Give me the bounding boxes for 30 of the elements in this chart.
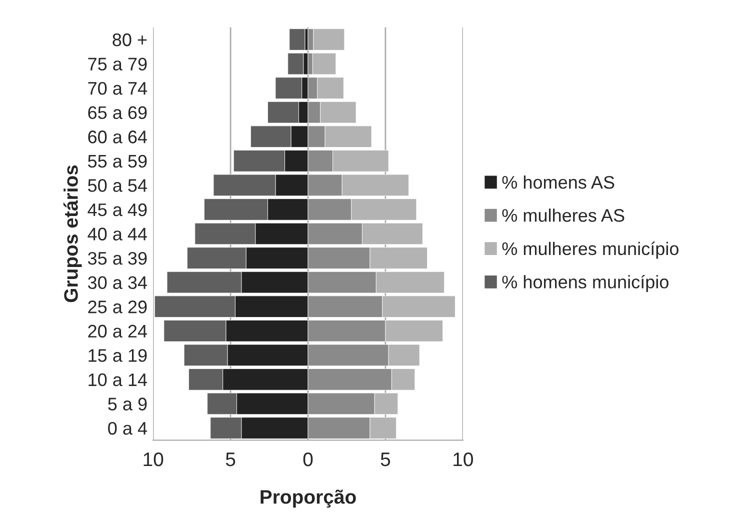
y-tick-label: 30 a 34 — [88, 276, 148, 290]
x-tick-label: 10 — [454, 452, 473, 466]
y-tick-label: 35 a 39 — [88, 252, 147, 265]
y-tick-label: 45 a 49 — [88, 203, 147, 216]
x-tick-label: 5 — [226, 452, 236, 466]
legend-label: % mulheres município — [502, 242, 678, 259]
y-tick-label: 70 a 74 — [88, 82, 148, 95]
y-axis-title: Grupos etários — [63, 165, 82, 302]
x-tick-label: 10 — [144, 452, 164, 466]
y-tick-label: 65 a 69 — [88, 106, 147, 120]
y-tick-label: 50 a 54 — [88, 179, 148, 192]
y-tick-label: 60 a 64 — [88, 130, 148, 144]
y-tick-label: 0 a 4 — [108, 422, 148, 435]
y-tick-label: 5 a 9 — [108, 398, 147, 410]
legend-label: % homens AS — [502, 176, 614, 189]
y-tick-label: 75 a 79 — [88, 58, 147, 70]
y-tick-label: 80 + — [112, 33, 147, 46]
y-tick-label: 40 a 44 — [88, 228, 148, 240]
bar — [289, 28, 306, 50]
y-tick-label: 25 a 29 — [88, 300, 147, 314]
legend-label: % homens município — [502, 274, 668, 292]
y-tick-label: 10 a 14 — [88, 373, 148, 386]
legend-label: % mulheres AS — [502, 208, 624, 222]
bar — [288, 52, 304, 75]
y-tick-label: 15 a 19 — [88, 349, 147, 362]
x-tick-label: 5 — [380, 452, 390, 466]
x-axis-title: Proporção — [260, 490, 356, 508]
x-tick-label: 0 — [303, 452, 313, 466]
y-tick-label: 55 a 59 — [88, 154, 147, 168]
y-tick-label: 20 a 24 — [88, 324, 148, 338]
